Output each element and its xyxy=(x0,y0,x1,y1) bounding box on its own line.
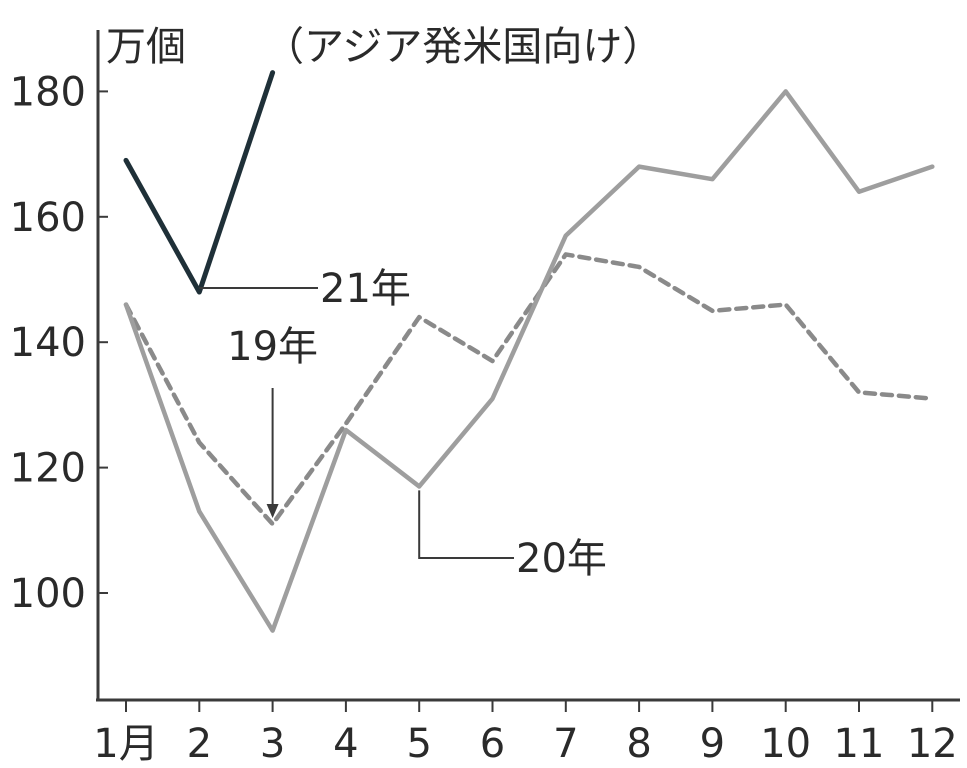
x-tick-label: 11 xyxy=(834,721,885,767)
x-tick-label: 12 xyxy=(907,721,958,767)
series-line xyxy=(123,70,276,295)
x-tick-label: 8 xyxy=(626,721,651,767)
y-tick-label: 120 xyxy=(10,446,86,492)
y-tick-label: 100 xyxy=(10,571,86,617)
x-tick-label: 5 xyxy=(406,721,431,767)
x-tick-label: 1月 xyxy=(93,721,158,767)
unit-label: 万個 xyxy=(106,24,186,70)
label-arrowhead-19 xyxy=(266,504,279,519)
series-line xyxy=(123,252,935,527)
chart-title: （アジア発米国向け） xyxy=(264,24,662,70)
x-tick-label: 4 xyxy=(333,721,358,767)
y-tick-label: 180 xyxy=(10,69,86,115)
series-label-20: 20年 xyxy=(516,536,607,582)
x-tick-label: 3 xyxy=(260,721,285,767)
series-line xyxy=(123,89,935,633)
x-tick-label: 7 xyxy=(553,721,578,767)
x-ticks: 1月 2 3 4 5 6 7 8 9 10 11 12 xyxy=(93,700,958,767)
series-label-21: 21年 xyxy=(320,266,411,312)
y-tick-label: 160 xyxy=(10,195,86,241)
x-tick-label: 9 xyxy=(700,721,725,767)
series-lines xyxy=(123,70,935,633)
y-tick-label: 140 xyxy=(10,320,86,366)
series-label-19: 19年 xyxy=(227,324,318,370)
x-tick-label: 2 xyxy=(187,721,212,767)
x-tick-label: 6 xyxy=(480,721,505,767)
y-ticks: 100 120 140 160 180 xyxy=(10,69,108,617)
label-leader-20 xyxy=(418,490,514,559)
x-tick-label: 10 xyxy=(760,721,811,767)
